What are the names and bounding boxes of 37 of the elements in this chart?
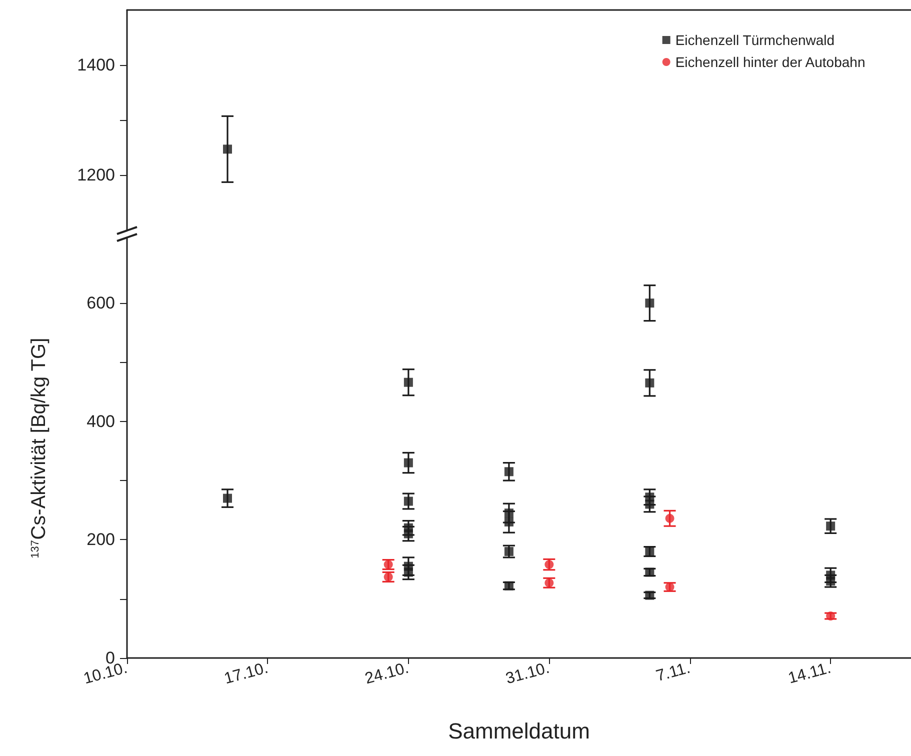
legend-label: Eichenzell hinter der Autobahn: [675, 54, 866, 70]
point: [404, 496, 413, 506]
point: [645, 590, 654, 600]
point: [504, 547, 514, 556]
point: [504, 467, 514, 476]
point: [544, 560, 554, 570]
point: [645, 378, 654, 388]
point: [504, 581, 514, 590]
y-tick-label: 400: [86, 412, 115, 431]
x-tick-label: 31.10.: [504, 660, 552, 688]
x-tick-label: 7.11.: [654, 660, 692, 686]
point: [504, 517, 514, 526]
y-tick-label: 200: [86, 530, 115, 550]
point: [645, 547, 654, 556]
point: [404, 378, 413, 387]
point: [544, 578, 554, 588]
y-tick-label: 600: [86, 294, 115, 313]
point: [404, 458, 413, 468]
point: [504, 508, 514, 518]
x-tick-label: 17.10.: [222, 660, 270, 688]
point: [404, 529, 413, 538]
point: [645, 298, 654, 308]
point: [223, 494, 232, 503]
point: [404, 568, 413, 577]
point: [645, 500, 654, 509]
point: [826, 522, 836, 531]
x-tick-label: 24.10.: [363, 660, 411, 688]
point: [826, 576, 836, 586]
point: [826, 612, 836, 620]
x-axis-title: Sammeldatum: [448, 718, 590, 744]
point: [645, 568, 654, 577]
y-tick-label: 1400: [77, 56, 115, 74]
y-tick-label: 1200: [77, 166, 115, 184]
legend-label: Eichenzell Türmchenwald: [675, 32, 835, 48]
point: [665, 514, 674, 523]
y-axis-title: 137Cs-Aktivität [Bq/kg TG]: [28, 338, 50, 558]
x-tick-label: 14.11.: [786, 660, 833, 688]
